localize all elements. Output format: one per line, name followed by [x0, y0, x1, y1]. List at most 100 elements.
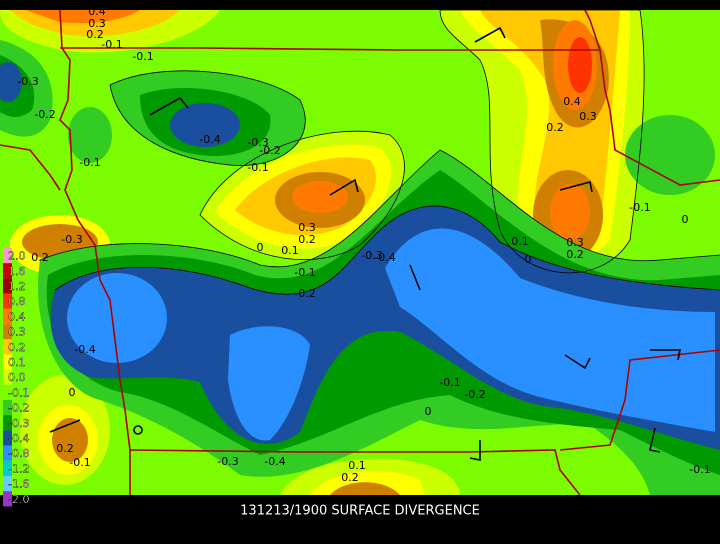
- field-region: [68, 107, 112, 163]
- contour-label: 0: [425, 405, 432, 418]
- contour-label: 0.1: [511, 235, 529, 248]
- contour-label: 0.4: [88, 5, 106, 18]
- contour-label: -0.1: [79, 156, 100, 169]
- legend-label: 2.0: [8, 250, 26, 263]
- legend-label: 0.4: [8, 310, 26, 323]
- field-region: [228, 326, 310, 441]
- legend-swatch: [3, 354, 12, 370]
- state-border: [60, 47, 720, 186]
- legend-swatch: [3, 476, 12, 492]
- contour-label: 0.2: [341, 471, 359, 484]
- contour-label: 0.2: [566, 248, 584, 261]
- legend-swatch: [3, 430, 12, 446]
- contour-line: [39, 149, 720, 268]
- field-region: [625, 115, 715, 195]
- contour-label: -0.2: [464, 388, 485, 401]
- contour-label: -0.1: [247, 161, 268, 174]
- legend-swatch: [3, 384, 12, 400]
- state-border: [0, 144, 61, 191]
- contour-line: [439, 9, 645, 274]
- contour-label: 0.2: [31, 251, 49, 264]
- contour-label: 0.1: [281, 244, 299, 257]
- legend-swatch: [3, 339, 12, 355]
- contour-label: 0.2: [56, 442, 74, 455]
- legend-swatch: [3, 308, 12, 324]
- legend-label: -1.6: [8, 478, 29, 491]
- legend-label: 0.1: [8, 356, 26, 369]
- state-border: [584, 9, 601, 51]
- wind-barb: [650, 349, 681, 361]
- wind-barb: [559, 181, 593, 193]
- contour-line: [109, 70, 306, 166]
- wind-barb: [329, 178, 359, 196]
- legend-label: -0.8: [8, 447, 29, 460]
- legend-label: -0.1: [8, 386, 29, 399]
- contour-label: -0.3: [17, 75, 38, 88]
- wind-barb: [474, 26, 506, 43]
- legend-label: -2.0: [8, 493, 29, 506]
- wind-barb: [409, 264, 421, 291]
- wind-barb: [49, 419, 81, 433]
- field-region: [25, 10, 140, 24]
- contour-label: -0.1: [689, 463, 710, 476]
- contour-label: 0.1: [348, 459, 366, 472]
- contour-label: -0.1: [294, 266, 315, 279]
- contour-label: 0.2: [86, 28, 104, 41]
- contour-label: -0.3: [61, 233, 82, 246]
- legend-label: 0.2: [8, 341, 26, 354]
- contour-label: 0.3: [579, 110, 597, 123]
- legend-swatch: [3, 324, 12, 340]
- state-borders: [0, 9, 720, 496]
- legend-swatch: [3, 278, 12, 294]
- field-region: [550, 184, 590, 240]
- legend-label: 0.8: [8, 295, 26, 308]
- contour-label: -0.1: [629, 201, 650, 214]
- contour-label: -0.2: [259, 144, 280, 157]
- legend-swatch: [3, 369, 12, 385]
- field-region: [67, 273, 167, 363]
- contour-label: -0.4: [374, 251, 395, 264]
- legend-swatch: [3, 415, 12, 431]
- contour-label: 0.4: [563, 95, 581, 108]
- field-region: [0, 62, 22, 102]
- contour-label: 0: [525, 253, 532, 266]
- contour-label: -0.3: [361, 249, 382, 262]
- field-region: [330, 482, 400, 495]
- legend-swatch: [3, 248, 12, 264]
- contour-label: -0.1: [69, 456, 90, 469]
- legend-swatch: [3, 445, 12, 461]
- wind-barbs: [49, 26, 681, 461]
- state-border: [129, 449, 581, 496]
- legend-label: -0.3: [8, 417, 29, 430]
- contour-label: -0.4: [74, 343, 95, 356]
- state-border: [59, 9, 131, 495]
- legend-swatch: [3, 263, 12, 279]
- legend-swatch: [3, 400, 12, 416]
- contour-label: -0.3: [247, 136, 268, 149]
- legend-swatch: [3, 293, 12, 309]
- field-region: [385, 228, 715, 432]
- legend-label: 0.3: [8, 326, 26, 339]
- contour-line: [199, 130, 405, 261]
- wind-barb: [469, 440, 481, 461]
- legend-label: -0.4: [8, 432, 29, 445]
- state-border: [559, 349, 720, 451]
- field-region: [568, 37, 592, 93]
- contour-label: 0.3: [88, 17, 106, 30]
- field-region: [170, 103, 240, 147]
- contour-label: -0.4: [199, 133, 220, 146]
- contour-label: 0.2: [298, 233, 316, 246]
- legend-swatch: [3, 460, 12, 476]
- wind-barb: [564, 354, 591, 370]
- legend-label: 1.6: [8, 265, 26, 278]
- contour-label: 0: [257, 241, 264, 254]
- legend-label: 1.2: [8, 280, 26, 293]
- contour-label: 0.3: [298, 221, 316, 234]
- map-title: 131213/1900 SURFACE DIVERGENCE: [240, 504, 480, 519]
- contour-label: 0.2: [546, 121, 564, 134]
- contour-label: -0.1: [439, 376, 460, 389]
- field-region: [52, 418, 88, 462]
- wind-barb: [649, 427, 661, 453]
- contour-labels: 0.40.30.2-0.1-0.1-0.3-0.2-0.1-0.4 -0.3-0.…: [17, 5, 710, 484]
